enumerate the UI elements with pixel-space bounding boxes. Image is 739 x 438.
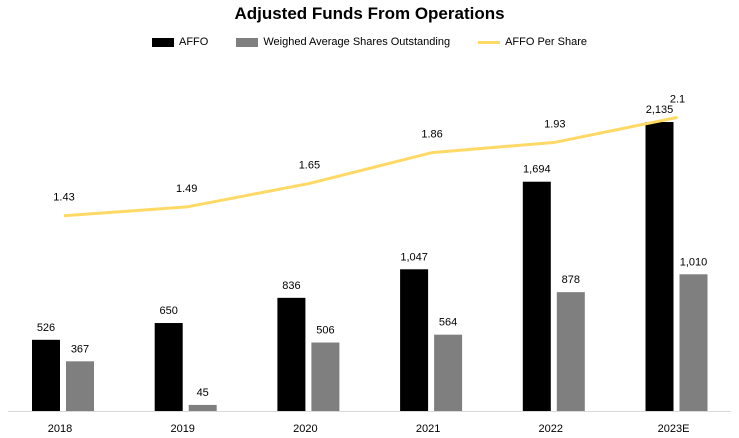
bar-data-label: 564 bbox=[439, 317, 457, 329]
bar-weighed bbox=[311, 342, 340, 411]
legend-item-shares: Weighed Average Shares Outstanding bbox=[236, 36, 450, 48]
line-data-label: 1.65 bbox=[299, 159, 320, 171]
bar-weighed bbox=[556, 292, 585, 411]
x-tick-label: 2018 bbox=[48, 423, 72, 435]
chart-title: Adjusted Funds From Operations bbox=[234, 4, 505, 23]
x-tick-label: 2023E bbox=[658, 423, 690, 435]
bar-data-label: 650 bbox=[160, 305, 178, 317]
bar-affo bbox=[154, 323, 183, 411]
bar-affo bbox=[277, 297, 306, 411]
bar-data-label: 1,010 bbox=[680, 256, 708, 268]
bar-data-label: 1,694 bbox=[523, 164, 551, 176]
line-data-label: 2.1 bbox=[670, 93, 685, 105]
bar-affo bbox=[400, 269, 429, 411]
legend-swatch-affo bbox=[152, 37, 174, 47]
bar-data-label: 2,135 bbox=[646, 104, 674, 116]
bar-affo bbox=[32, 339, 60, 411]
line-data-label: 1.86 bbox=[421, 129, 442, 141]
legend-label-affo: AFFO bbox=[179, 36, 209, 48]
legend-item-affo-per-share: AFFO Per Share bbox=[478, 36, 587, 48]
x-tick-label: 2020 bbox=[293, 423, 317, 435]
x-tick-label: 2021 bbox=[416, 423, 440, 435]
line-affo-per-share bbox=[63, 115, 678, 218]
bar-affo bbox=[645, 122, 674, 411]
x-tick-label: 2022 bbox=[539, 423, 563, 435]
bar-data-label: 526 bbox=[37, 322, 55, 334]
line-data-label: 1.93 bbox=[544, 118, 565, 130]
bar-data-label: 367 bbox=[71, 343, 89, 355]
bar-weighed bbox=[188, 404, 217, 411]
legend-item-affo: AFFO bbox=[152, 36, 208, 48]
line-data-label: 1.49 bbox=[176, 183, 197, 195]
bar-data-label: 45 bbox=[197, 387, 209, 399]
bar-data-label: 1,047 bbox=[400, 251, 428, 263]
legend-swatch-affo-per-share bbox=[478, 40, 501, 44]
bar-weighed bbox=[679, 274, 708, 411]
legend-label-shares: Weighed Average Shares Outstanding bbox=[263, 36, 451, 48]
x-tick-label: 2019 bbox=[170, 423, 194, 435]
bar-data-label: 506 bbox=[316, 325, 334, 337]
line-data-label: 1.43 bbox=[53, 192, 74, 204]
legend: AFFO Weighed Average Shares Outstanding … bbox=[0, 36, 739, 48]
bar-weighed bbox=[434, 334, 463, 411]
legend-swatch-shares bbox=[236, 37, 259, 47]
bar-data-label: 878 bbox=[562, 274, 580, 286]
bar-weighed bbox=[66, 361, 94, 411]
legend-label-affo-per-share: AFFO Per Share bbox=[505, 36, 587, 48]
bar-affo bbox=[522, 181, 551, 411]
bar-data-label: 836 bbox=[282, 280, 300, 292]
